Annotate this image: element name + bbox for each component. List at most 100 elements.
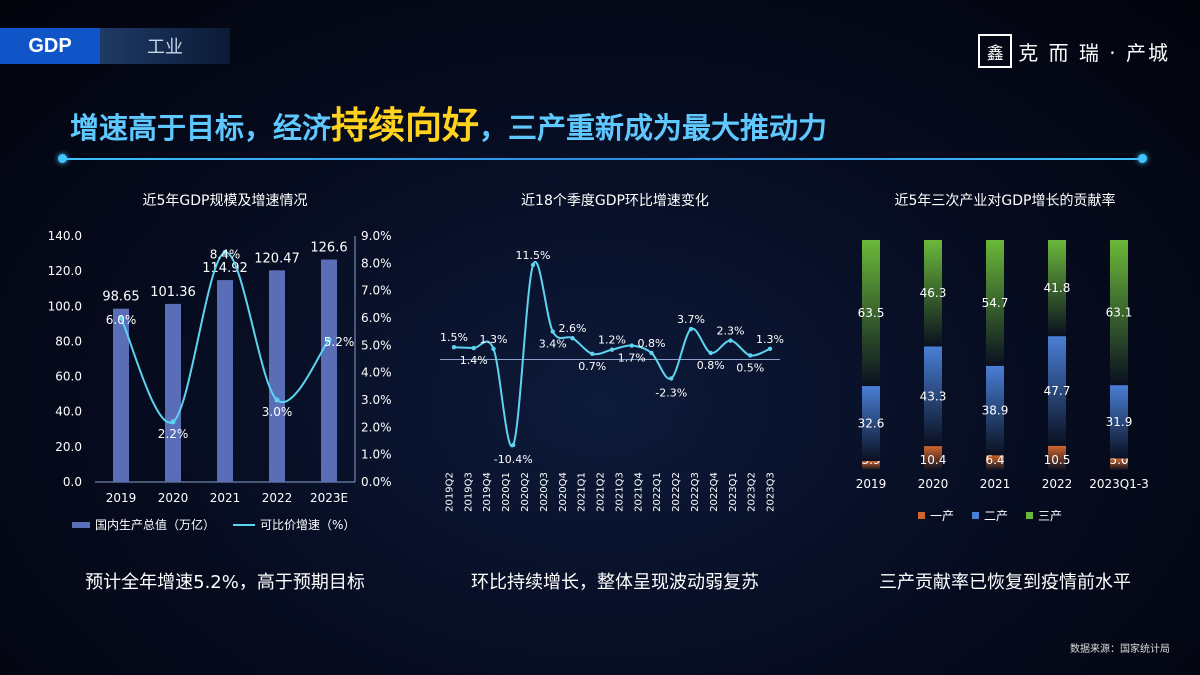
bar-value-label: 120.47: [254, 251, 300, 266]
qoq-point: [669, 376, 674, 381]
qoq-label: 1.7%: [618, 352, 646, 365]
x-tick-label: 2023E: [310, 491, 348, 505]
gdp-bar: [113, 308, 129, 482]
growth-label: 2.2%: [158, 427, 189, 441]
segment-label: 47.7: [1044, 384, 1071, 398]
gdp-bar: [321, 259, 337, 482]
legend-item-primary: 一产: [918, 507, 954, 524]
logo-text: 克 而 瑞 · 产城: [1018, 40, 1170, 65]
y-tick-label: 0.0: [63, 475, 82, 489]
chart2-caption: 环比持续增长，整体呈现波动弱复苏: [471, 572, 759, 593]
bar-value-label: 98.65: [102, 290, 139, 305]
tab-industry[interactable]: 工业: [100, 28, 230, 64]
contribution-segment: [862, 386, 880, 462]
divider-dot-right: [1138, 154, 1147, 163]
contribution-segment: [924, 346, 942, 447]
qoq-point: [767, 346, 773, 352]
segment-label: 63.1: [1106, 306, 1133, 320]
chart1-caption: 预计全年增速5.2%，高于预期目标: [85, 572, 365, 593]
segment-label: 38.9: [982, 404, 1009, 418]
bar-value-label: 126.6: [310, 241, 347, 256]
x-tick-label: 2019: [106, 491, 137, 505]
title-divider: [62, 158, 1142, 160]
y-tick-label: 120.0: [48, 264, 82, 278]
x-tick-label: 2020: [158, 491, 189, 505]
contribution-segment: [1048, 240, 1066, 337]
y2-tick-label: 4.0%: [361, 366, 392, 380]
y2-tick-label: 2.0%: [361, 420, 392, 434]
x-tick-label: 2021Q3: [614, 472, 625, 512]
contribution-segment: [1048, 336, 1066, 446]
x-tick-label: 2021: [210, 491, 241, 505]
y2-tick-label: 6.0%: [361, 311, 392, 325]
title-highlight: 持续向好: [331, 104, 480, 147]
y-tick-label: 60.0: [55, 370, 82, 384]
y-tick-label: 100.0: [48, 299, 82, 313]
qoq-label: 2.3%: [717, 325, 745, 338]
qoq-label: 1.3%: [480, 333, 508, 346]
contribution-segment: [1110, 385, 1128, 459]
segment-label: 32.6: [858, 417, 885, 431]
qoq-point: [570, 335, 575, 341]
logo-mark: 鑫: [978, 34, 1013, 68]
chart3-title: 近5年三次产业对GDP增长的贡献率: [894, 193, 1116, 209]
qoq-label: 1.2%: [598, 334, 626, 347]
x-tick-label: 2019: [856, 477, 887, 491]
qoq-point: [728, 338, 733, 343]
segment-label: 10.5: [1044, 453, 1071, 467]
contribution-segment: [1110, 240, 1128, 386]
legend-line-swatch: [233, 523, 256, 526]
qoq-label: 0.7%: [578, 360, 606, 373]
legend-label: 可比价增速（%）: [260, 518, 356, 532]
y2-tick-label: 8.0%: [361, 256, 392, 270]
y2-tick-label: 3.0%: [361, 393, 392, 407]
segment-label: 31.9: [1106, 415, 1133, 429]
growth-point: [222, 249, 228, 255]
qoq-point: [471, 345, 476, 351]
gdp-scale-chart: 0.0 20.0 40.0 60.0 80.0 100.0 120.0 140.0 0.0% 1.…: [48, 229, 392, 505]
legend-item-gdp: 国内生产总值（万亿）: [72, 516, 215, 533]
y2-tick-label: 9.0%: [361, 229, 392, 243]
qoq-point: [590, 351, 595, 356]
qoq-label: 2.6%: [559, 322, 587, 335]
tab-bar: GDP 工业: [0, 28, 230, 64]
x-tick-label: 2020Q3: [539, 472, 550, 512]
growth-point: [326, 337, 332, 343]
qoq-point: [609, 347, 615, 352]
chart3-legend: 一产 二产 三产: [918, 507, 1062, 524]
quarterly-growth-chart: 2019Q2 2019Q3 2019Q4 2020Q1 2020Q2 2020Q3 2020…: [440, 249, 784, 512]
x-tick-label: 2020: [918, 477, 949, 491]
growth-label: 6.0%: [106, 313, 137, 327]
contribution-segment: [986, 240, 1004, 366]
legend-swatch: [1026, 512, 1034, 519]
chart3-caption: 三产贡献率已恢复到疫情前水平: [879, 572, 1131, 593]
title-part2: ，三产重新成为最大推动力: [479, 111, 828, 145]
legend-swatch: [918, 512, 925, 519]
divider-dot-left: [58, 154, 67, 163]
legend-bar-swatch: [72, 521, 90, 528]
x-tick-label: 2019Q4: [482, 472, 493, 512]
x-tick-label: 2020Q4: [558, 472, 569, 512]
y-tick-label: 140.0: [48, 229, 82, 243]
tab-gdp[interactable]: GDP: [0, 28, 100, 64]
brand-logo: 鑫 克 而 瑞 · 产城: [978, 34, 1170, 68]
x-tick-label: 2023Q1: [728, 472, 739, 512]
segment-label: 6.4: [985, 453, 1004, 467]
legend-label: 国内生产总值（万亿）: [95, 518, 216, 532]
contribution-segment: [986, 455, 1004, 470]
y-tick-label: 20.0: [55, 440, 82, 454]
segment-label: 46.3: [920, 286, 947, 300]
contribution-segment: [862, 240, 880, 387]
qoq-point: [748, 353, 753, 358]
qoq-point: [708, 350, 713, 356]
chart1-title: 近5年GDP规模及增速情况: [142, 193, 308, 209]
y-tick-label: 40.0: [55, 405, 82, 419]
x-tick-label: 2019Q2: [444, 472, 455, 512]
title-part1: 增速高于目标，经济: [70, 111, 332, 145]
qoq-point: [491, 346, 496, 352]
contribution-segment: [986, 365, 1004, 456]
contribution-segment: [862, 461, 880, 470]
legend-label: 一产: [930, 509, 955, 523]
x-tick-label: 2023Q2: [747, 472, 758, 512]
gdp-bar: [165, 303, 181, 482]
